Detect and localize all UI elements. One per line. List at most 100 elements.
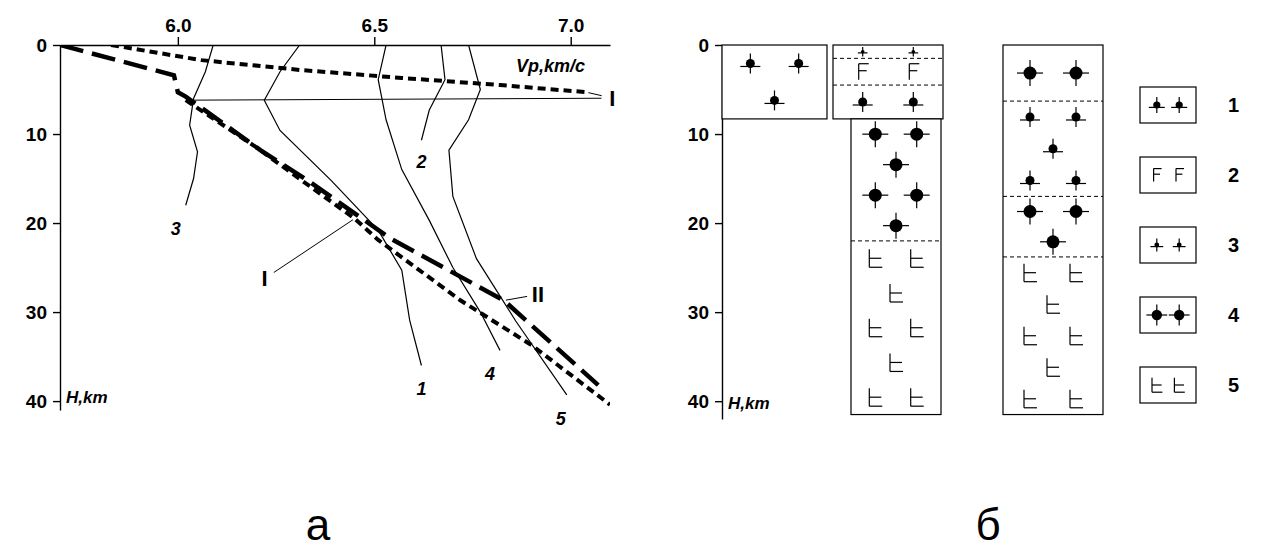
y-tick-mark — [715, 223, 722, 224]
y-axis-title: H,km — [728, 394, 770, 413]
rock-symbol — [862, 182, 888, 208]
x-tick-mark — [374, 37, 375, 45]
layer — [833, 45, 943, 58]
symbol-stroke — [1154, 174, 1160, 175]
y-tick: 30 — [26, 302, 60, 323]
rock-symbol — [1154, 169, 1162, 182]
symbol-stroke — [911, 258, 923, 259]
y-tick-label: 0 — [698, 35, 709, 56]
symbol-stroke — [1070, 407, 1083, 408]
symbol-dot — [770, 96, 779, 105]
symbol-stroke — [859, 70, 867, 71]
layer — [851, 241, 941, 415]
symbol-stroke — [909, 70, 917, 71]
rock-symbol — [903, 92, 923, 112]
rock-symbol — [1066, 107, 1086, 127]
layer-boundary — [1003, 256, 1103, 257]
profile-line — [378, 45, 500, 350]
rock-symbol — [1047, 295, 1060, 313]
symbol-stroke — [1070, 398, 1082, 399]
legend-item: 4 — [1140, 297, 1240, 333]
y-tick: 0 — [698, 35, 722, 56]
symbol-stroke — [858, 64, 859, 80]
symbol-stroke — [909, 64, 910, 80]
symbol-stroke — [1024, 272, 1036, 273]
rock-symbol — [1063, 199, 1089, 225]
symbol-stroke — [1024, 335, 1036, 336]
rock-symbol — [1024, 390, 1037, 408]
legend-label: 5 — [1228, 374, 1239, 396]
symbol-dot — [1047, 235, 1060, 248]
y-tick-label: 10 — [26, 124, 47, 145]
rock-symbol — [909, 64, 919, 80]
layer — [833, 58, 943, 85]
symbol-stroke — [869, 267, 882, 268]
symbol-stroke — [1070, 281, 1083, 282]
y-tick-mark — [53, 401, 60, 402]
x-axis-line — [61, 45, 611, 46]
symbol-stroke — [1070, 335, 1082, 336]
y-tick-label: 40 — [26, 391, 47, 412]
legend-label: 4 — [1228, 304, 1240, 326]
section-column — [1003, 45, 1103, 415]
y-tick-label: 30 — [26, 302, 47, 323]
x-tick-mark — [571, 37, 572, 45]
symbol-stroke — [1024, 407, 1037, 408]
y-tick: 40 — [26, 391, 60, 412]
column-frame — [833, 45, 943, 119]
symbol-stroke — [1175, 169, 1176, 182]
plot-lines — [60, 45, 610, 405]
panel-a: 6.06.57.001020304012345IIIIVp,km/cH,kmа — [26, 15, 616, 549]
symbol-stroke — [1176, 168, 1184, 169]
rock-symbol — [869, 319, 882, 337]
symbol-stroke — [869, 258, 881, 259]
layer — [722, 45, 827, 119]
y-tick-mark — [53, 312, 60, 313]
symbol-stroke — [1152, 392, 1162, 393]
rock-symbol — [869, 388, 882, 406]
leader-line — [188, 98, 602, 100]
layer-boundary — [1003, 101, 1103, 102]
symbol-dot — [890, 219, 903, 232]
symbol-dot — [1049, 144, 1058, 153]
layer — [851, 119, 941, 241]
profile-line — [186, 100, 610, 404]
symbol-stroke — [869, 406, 882, 407]
curve-label: I — [262, 266, 268, 291]
rock-symbol — [1047, 358, 1060, 376]
y-tick: 10 — [26, 124, 60, 145]
curve-label: II — [532, 282, 544, 307]
y-tick-mark — [715, 134, 722, 135]
symbol-stroke — [1174, 384, 1184, 385]
y-tick: 20 — [26, 213, 60, 234]
symbol-stroke — [911, 336, 924, 337]
x-tick-label: 6.0 — [165, 15, 191, 36]
section-column — [833, 45, 943, 119]
symbol-stroke — [890, 292, 902, 293]
rock-symbol — [1149, 97, 1165, 113]
rock-symbol — [1176, 169, 1184, 182]
rock-symbol — [1020, 171, 1040, 191]
symbol-stroke — [869, 397, 881, 398]
column-frame — [851, 119, 941, 415]
y-tick-mark — [53, 223, 60, 224]
legend-label: 1 — [1228, 94, 1239, 116]
x-tick: 6.0 — [165, 15, 191, 45]
profile-line — [111, 45, 586, 92]
legend-label: 3 — [1228, 234, 1239, 256]
curve-labels: 12345IIII — [171, 86, 616, 429]
rock-symbol — [1063, 60, 1089, 86]
rock-symbol — [883, 213, 909, 239]
rock-symbol — [1070, 264, 1083, 282]
symbol-dot — [1174, 310, 1184, 320]
symbol-stroke — [911, 406, 924, 407]
layer — [1003, 257, 1103, 415]
figure: 6.06.57.001020304012345IIIIVp,km/cH,kmа0… — [0, 0, 1269, 558]
y-axis: 010203040 — [688, 35, 723, 420]
symbol-stroke — [1024, 344, 1037, 345]
legend-swatch — [1140, 367, 1196, 403]
symbol-stroke — [869, 336, 882, 337]
rock-symbol — [1043, 139, 1063, 159]
symbol-stroke — [1152, 384, 1162, 385]
rock-symbol — [1169, 305, 1190, 326]
